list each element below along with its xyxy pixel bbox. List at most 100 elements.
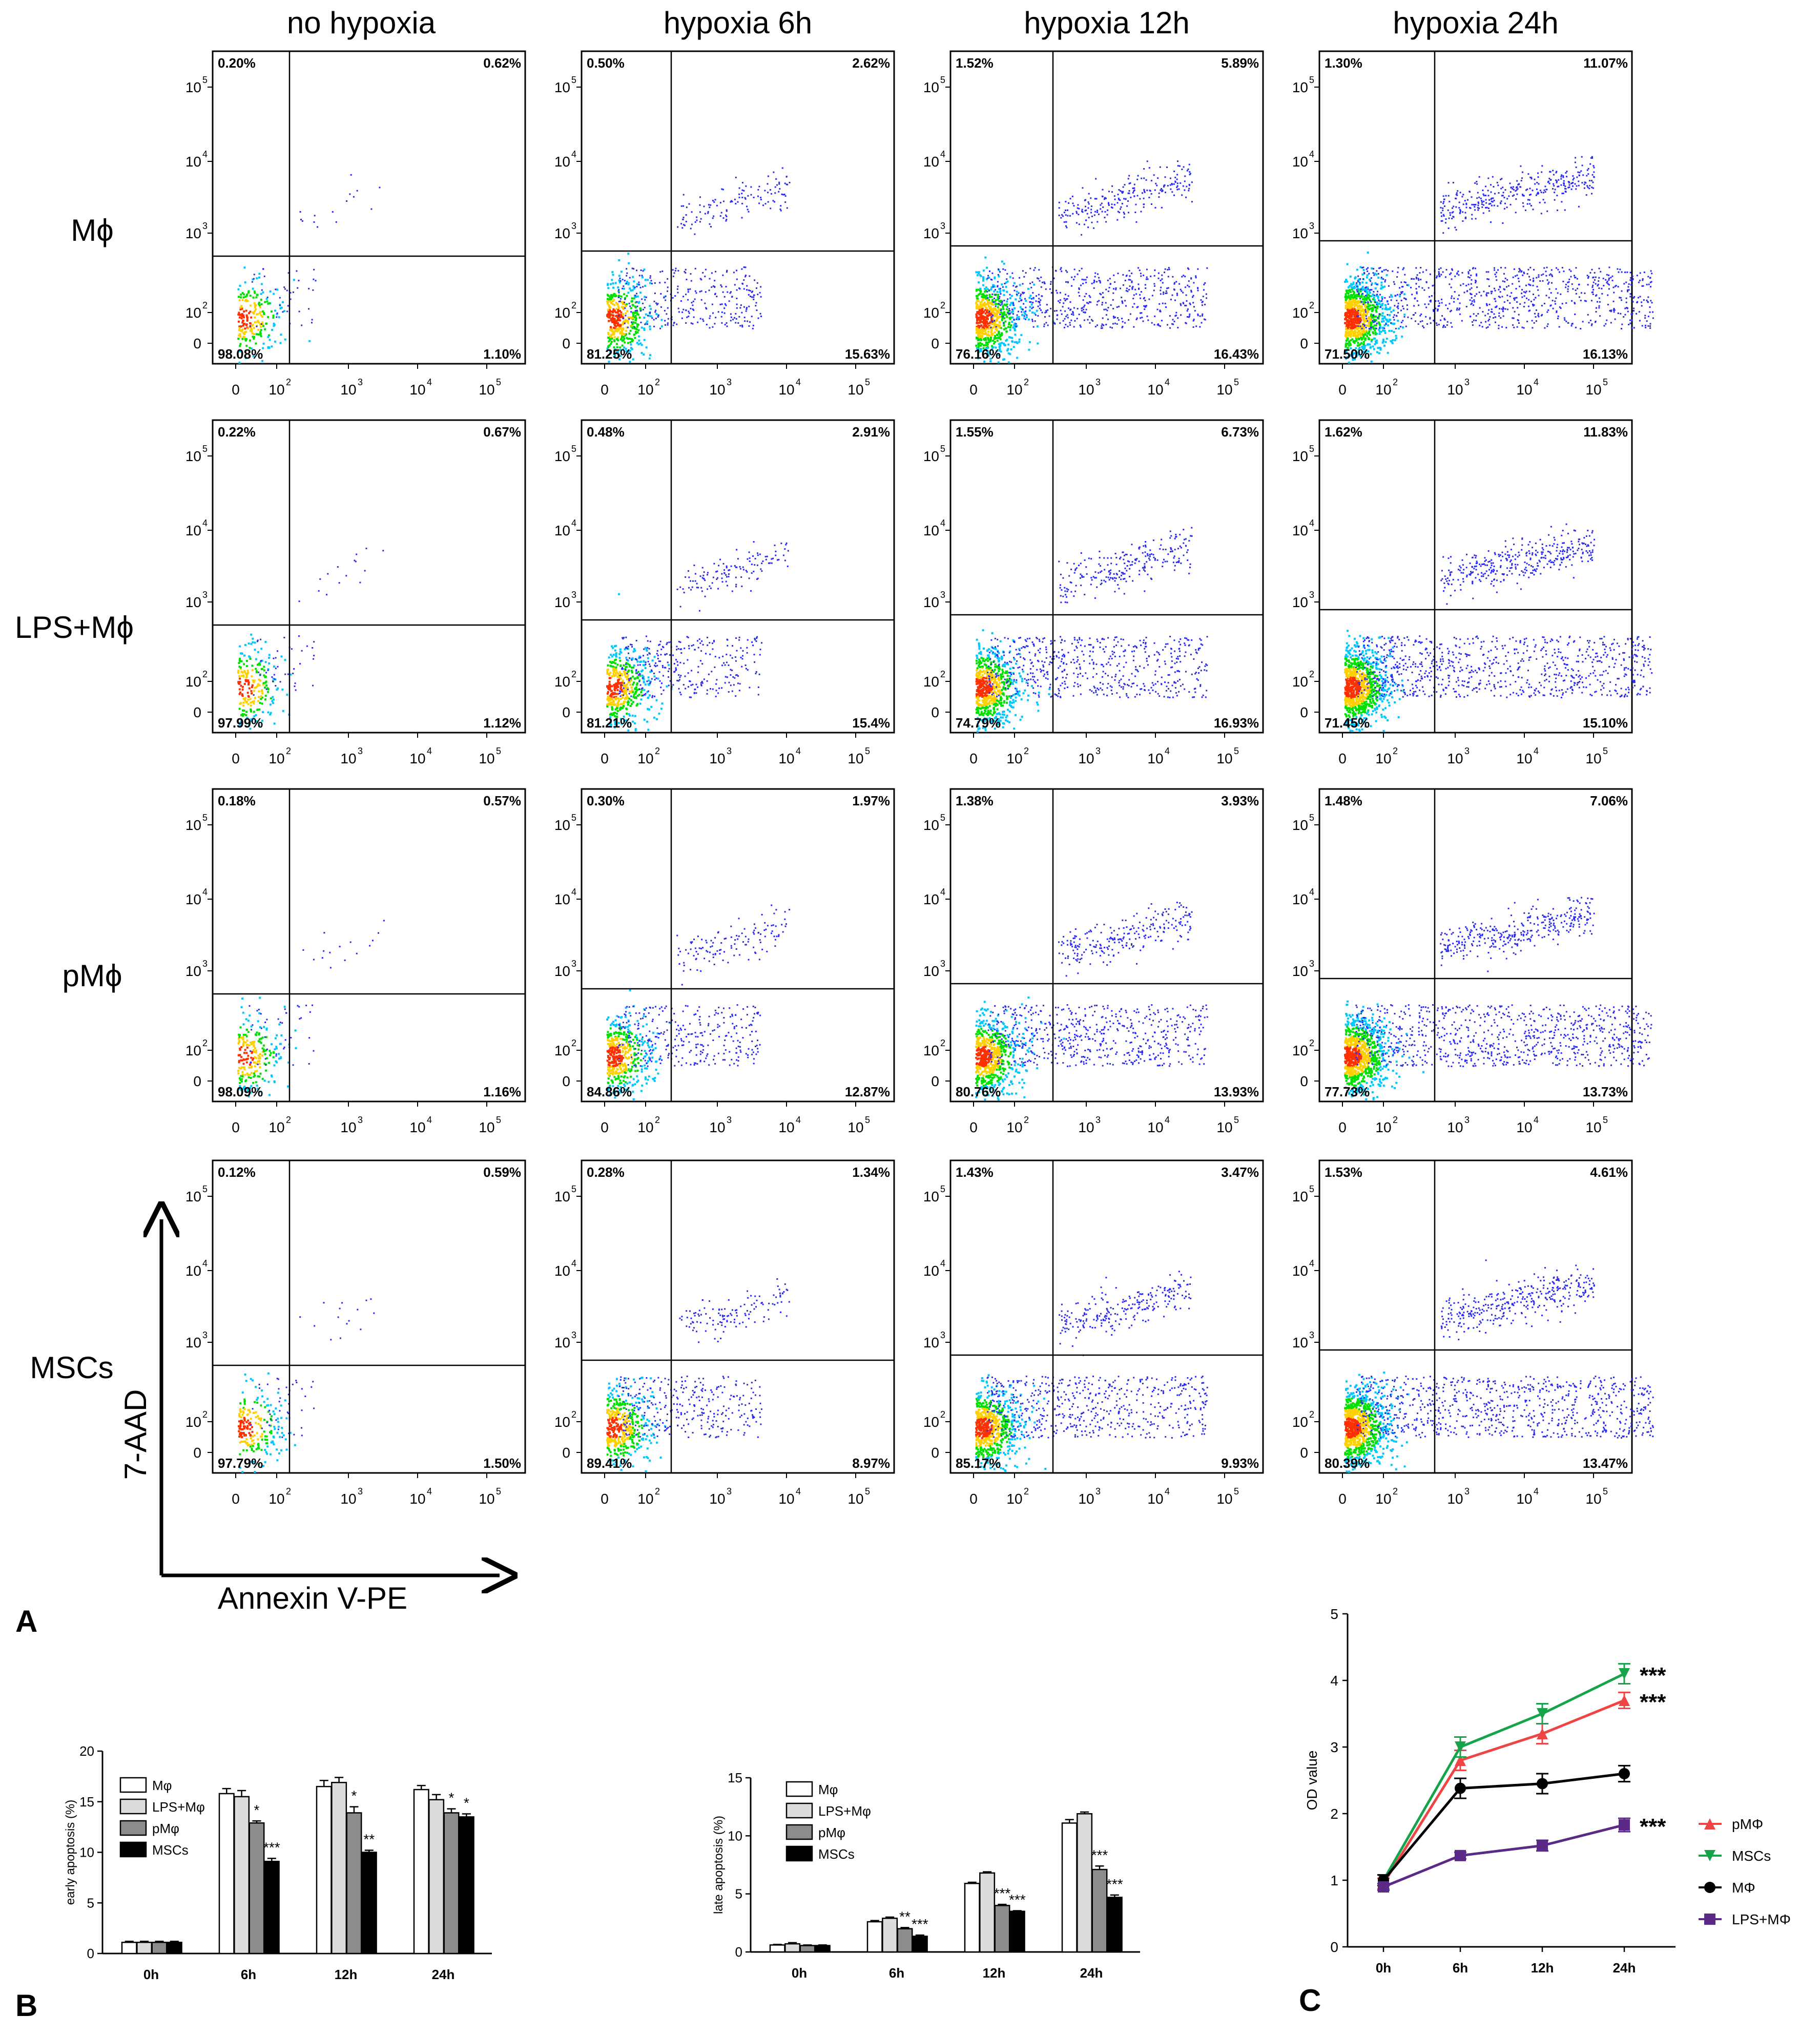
dot bbox=[1356, 302, 1358, 304]
dot bbox=[1608, 274, 1610, 276]
dot bbox=[678, 311, 680, 313]
dot bbox=[1384, 331, 1387, 334]
dot bbox=[651, 317, 653, 319]
dot bbox=[977, 348, 980, 350]
dot bbox=[1003, 322, 1005, 324]
dot bbox=[1000, 327, 1002, 329]
dot bbox=[1349, 313, 1352, 315]
dot bbox=[1542, 280, 1544, 282]
dot bbox=[1144, 300, 1146, 301]
dot bbox=[1380, 281, 1383, 284]
dot bbox=[996, 323, 998, 326]
dot bbox=[1026, 314, 1028, 316]
dot bbox=[1011, 309, 1014, 311]
dot bbox=[1375, 324, 1377, 326]
dot bbox=[1142, 192, 1143, 194]
dot bbox=[1354, 277, 1356, 279]
dot bbox=[616, 346, 618, 348]
dot bbox=[1150, 180, 1152, 182]
dot bbox=[241, 653, 243, 655]
dot bbox=[1359, 298, 1361, 300]
dot bbox=[1176, 178, 1178, 180]
dot bbox=[705, 291, 707, 293]
y-tick-label: 10 bbox=[554, 79, 570, 95]
dot bbox=[279, 304, 281, 306]
dot bbox=[1005, 286, 1007, 288]
dot bbox=[1356, 287, 1359, 290]
dot bbox=[979, 316, 982, 319]
dot bbox=[1148, 197, 1150, 198]
dot bbox=[1378, 267, 1380, 269]
dot bbox=[1360, 310, 1362, 313]
dot bbox=[1195, 275, 1197, 277]
dot bbox=[1364, 309, 1367, 311]
dot bbox=[1429, 296, 1431, 298]
dot bbox=[262, 291, 264, 294]
dot bbox=[298, 310, 300, 313]
dot bbox=[1446, 321, 1449, 323]
dot bbox=[1080, 326, 1082, 328]
dot bbox=[1061, 271, 1063, 273]
dot bbox=[618, 292, 620, 294]
dot bbox=[625, 305, 627, 307]
dot bbox=[1128, 182, 1130, 184]
dot bbox=[1500, 188, 1502, 190]
dot bbox=[247, 703, 250, 705]
dot bbox=[258, 276, 260, 279]
dot bbox=[1179, 165, 1181, 167]
dot bbox=[1548, 178, 1550, 179]
dot bbox=[621, 340, 624, 342]
dot bbox=[1158, 192, 1160, 194]
dot bbox=[1527, 268, 1529, 271]
dot bbox=[1598, 277, 1600, 279]
dot bbox=[983, 316, 986, 318]
dot bbox=[1164, 272, 1165, 274]
dot bbox=[1371, 310, 1373, 313]
dot bbox=[699, 290, 701, 293]
dot bbox=[989, 307, 991, 310]
dot bbox=[1023, 292, 1025, 294]
dot bbox=[642, 276, 644, 279]
dot bbox=[1526, 273, 1528, 275]
dot bbox=[618, 316, 621, 318]
dot bbox=[1651, 273, 1653, 275]
dot bbox=[989, 313, 992, 315]
dot bbox=[990, 288, 992, 290]
dot bbox=[1555, 288, 1557, 290]
dot bbox=[686, 279, 688, 280]
dot bbox=[681, 311, 684, 313]
dot bbox=[978, 332, 980, 335]
dot bbox=[1458, 294, 1460, 296]
dot bbox=[676, 323, 678, 325]
dot bbox=[1504, 308, 1506, 310]
dot bbox=[1455, 229, 1457, 231]
dot bbox=[1523, 306, 1525, 307]
dot bbox=[614, 311, 617, 314]
dot bbox=[1012, 277, 1014, 279]
dot bbox=[611, 328, 613, 330]
dot bbox=[1113, 288, 1114, 290]
dot bbox=[1369, 295, 1371, 298]
dot bbox=[1181, 169, 1183, 171]
dot bbox=[1077, 204, 1079, 206]
dot bbox=[1358, 338, 1360, 340]
dot bbox=[1160, 289, 1162, 292]
dot bbox=[1206, 267, 1208, 269]
dot bbox=[252, 355, 255, 358]
dot bbox=[1347, 286, 1350, 288]
dot bbox=[1560, 178, 1562, 180]
dot bbox=[1105, 324, 1107, 325]
dot bbox=[714, 323, 716, 325]
dot bbox=[1380, 277, 1382, 279]
dot bbox=[1509, 296, 1511, 298]
dot bbox=[1119, 212, 1121, 214]
dot bbox=[1365, 282, 1368, 284]
dot bbox=[1517, 319, 1519, 321]
dot bbox=[1010, 316, 1012, 319]
dot bbox=[1521, 296, 1523, 298]
dot bbox=[251, 347, 253, 350]
dot bbox=[255, 670, 258, 673]
dot bbox=[1575, 167, 1577, 169]
dot bbox=[1352, 320, 1354, 323]
dot bbox=[1494, 298, 1496, 300]
